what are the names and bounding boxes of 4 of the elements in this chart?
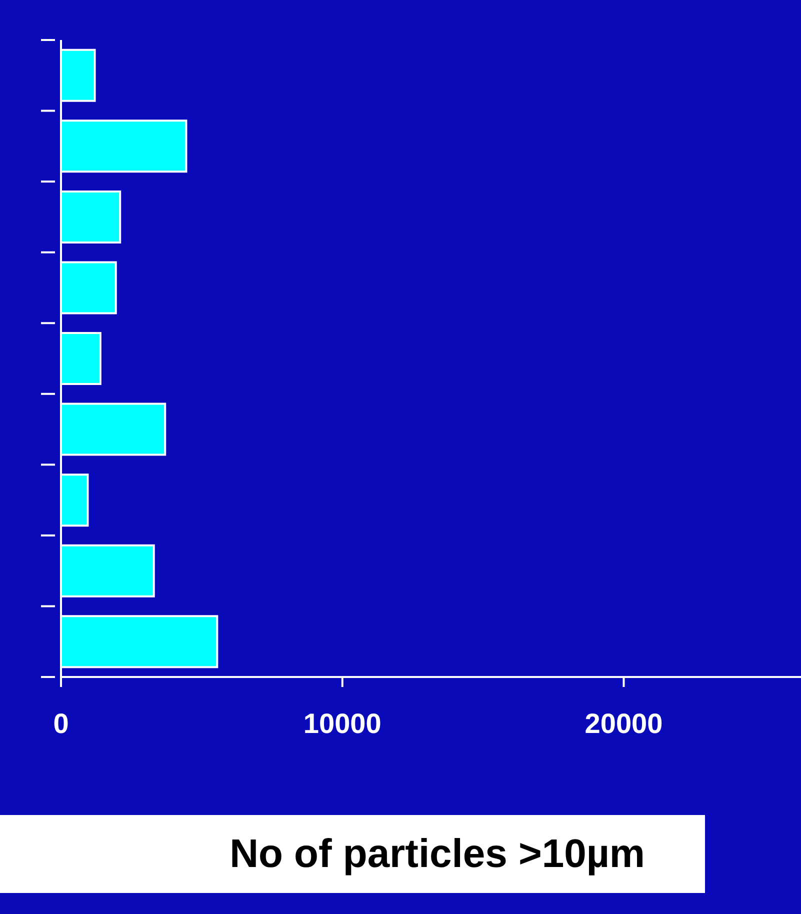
x-axis-title: No of particles >10µm xyxy=(0,815,705,893)
x-tick-label: 0 xyxy=(53,708,69,739)
x-tick-label: 10000 xyxy=(303,708,382,739)
x-tick-label: 20000 xyxy=(584,708,663,739)
